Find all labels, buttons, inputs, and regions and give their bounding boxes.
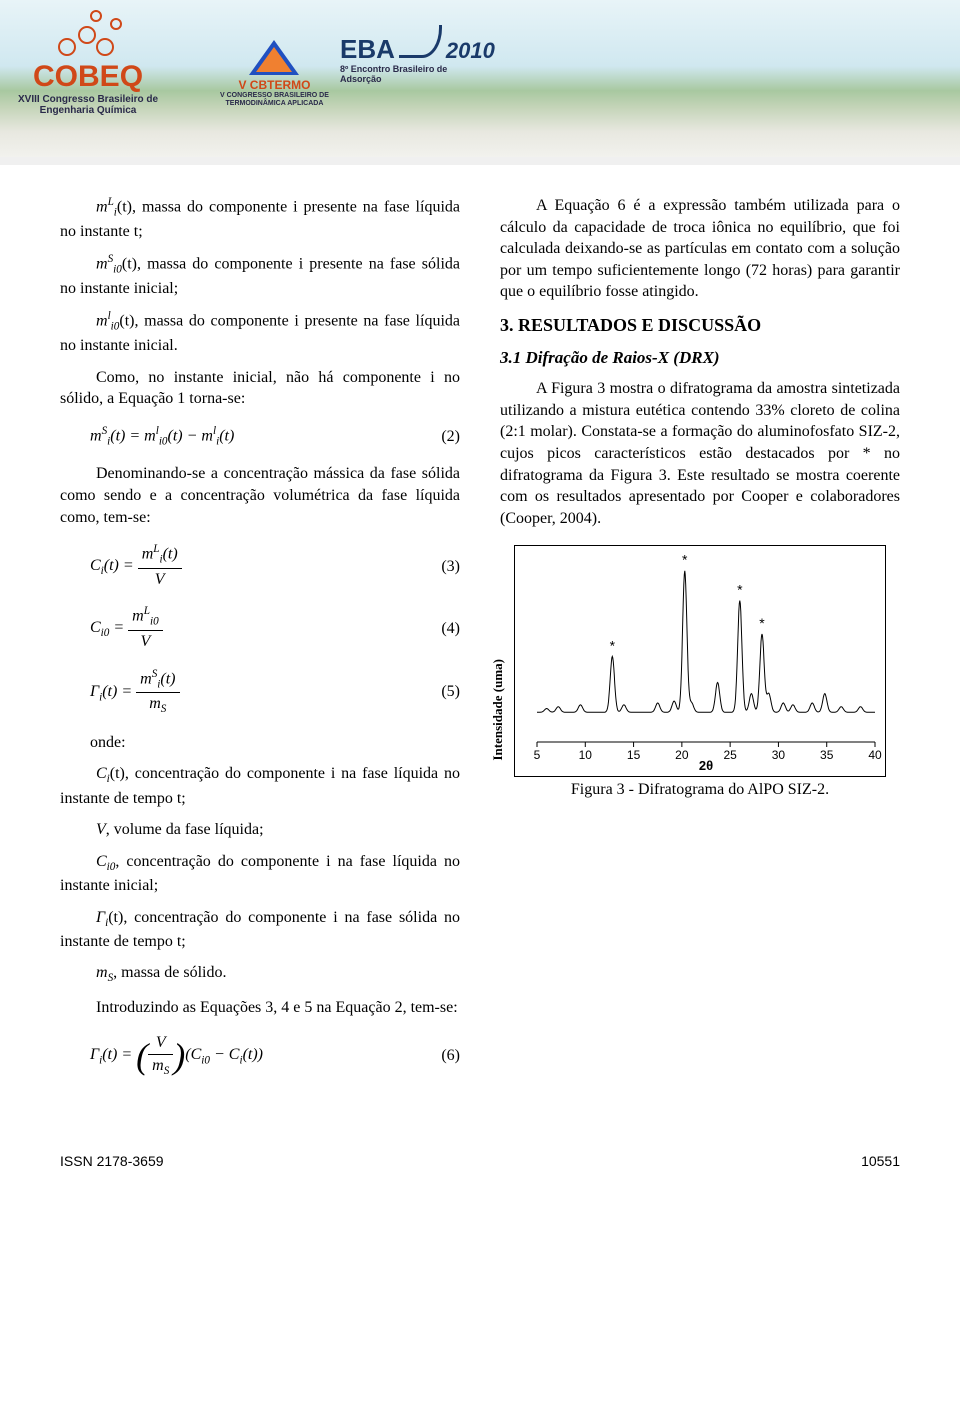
page-footer: ISSN 2178-3659 10551	[0, 1113, 960, 1189]
svg-text:25: 25	[723, 748, 737, 762]
def-Gamma: Γi(t), concentração do componente i na f…	[60, 907, 460, 953]
def-mS2: mS, massa de sólido.	[60, 962, 460, 986]
figure-caption: Figura 3 - Difratograma do AlPO SIZ-2.	[500, 779, 900, 801]
eba-line2: Adsorção	[340, 75, 495, 85]
eba-logo: EBA 2010 8º Encontro Brasileiro de Adsor…	[340, 25, 495, 85]
cbtermo-title: V CBTERMO	[238, 79, 310, 92]
def-mL: mLi(t), massa do componente i presente n…	[60, 195, 460, 242]
chart-ylabel: Intensidade (uma)	[489, 659, 507, 761]
left-column: mLi(t), massa do componente i presente n…	[60, 195, 460, 1093]
svg-text:20: 20	[675, 748, 689, 762]
eba-year: 2010	[446, 38, 495, 64]
svg-text:*: *	[737, 582, 743, 598]
para-drx: A Figura 3 mostra o difratograma da amos…	[500, 378, 900, 529]
equation-4: Ci0 = mLi0 V (4)	[90, 604, 460, 652]
para-denom: Denominando-se a concentração mássica da…	[60, 463, 460, 528]
equation-6: Γi(t) = ( V mS )(Ci0 − Ci(t)) (6)	[90, 1032, 460, 1079]
svg-text:35: 35	[820, 748, 834, 762]
eq-num-5: (5)	[441, 681, 460, 703]
section-heading: 3. RESULTADOS E DISCUSSÃO	[500, 313, 900, 337]
cobeq-title: COBEQ	[33, 60, 143, 94]
para-eq6-desc: A Equação 6 é a expressão também utiliza…	[500, 195, 900, 303]
chart-svg: 5 10 15 20 25 30 35 40 2θ * * * *	[515, 546, 885, 776]
page-content: mLi(t), massa do componente i presente n…	[0, 165, 960, 1113]
svg-text:40: 40	[868, 748, 882, 762]
svg-text:5: 5	[534, 748, 541, 762]
subsection-heading: 3.1 Difração de Raios-X (DRX)	[500, 347, 900, 370]
para-introd: Introduzindo as Equações 3, 4 e 5 na Equ…	[60, 997, 460, 1019]
cbtermo-line2: TERMODINÂMICA APLICADA	[226, 100, 324, 108]
cobeq-logo: COBEQ XVIII Congresso Brasileiro de Enge…	[18, 8, 158, 116]
def-Ci: Ci(t), concentração do componente i na f…	[60, 763, 460, 809]
page-number: 10551	[861, 1153, 900, 1169]
cbtermo-line1: V CONGRESSO BRASILEIRO DE	[220, 92, 329, 100]
svg-text:30: 30	[772, 748, 786, 762]
svg-text:2θ: 2θ	[699, 758, 713, 773]
eq-num-2: (2)	[441, 426, 460, 448]
def-V: V, volume da fase líquida;	[60, 819, 460, 841]
equation-3: Ci(t) = mLi(t) V (3)	[90, 542, 460, 590]
issn: ISSN 2178-3659	[60, 1153, 164, 1169]
svg-text:*: *	[610, 638, 616, 654]
svg-text:*: *	[682, 552, 688, 568]
svg-text:15: 15	[627, 748, 641, 762]
cobeq-line1: XVIII Congresso Brasileiro de	[18, 94, 158, 105]
equation-5: Γi(t) = mSi(t) mS (5)	[90, 667, 460, 718]
curve-icon	[399, 25, 442, 58]
def-mS: mSi0(t), massa do componente i presente …	[60, 252, 460, 299]
def-ml: mli0(t), massa do componente i presente …	[60, 309, 460, 356]
svg-text:*: *	[759, 615, 765, 631]
eba-title: EBA	[340, 34, 395, 65]
para-como: Como, no instante inicial, não há compon…	[60, 367, 460, 410]
diffractogram-figure: Intensidade (uma) 5101520253035402θ**** …	[500, 545, 900, 773]
onde: onde:	[90, 732, 460, 754]
right-column: A Equação 6 é a expressão também utiliza…	[500, 195, 900, 1093]
cbtermo-logo: V CBTERMO V CONGRESSO BRASILEIRO DE TERM…	[220, 35, 329, 108]
eq-num-4: (4)	[441, 618, 460, 640]
svg-text:10: 10	[579, 748, 593, 762]
triangle-icon	[246, 35, 302, 75]
cobeq-line2: Engenharia Química	[40, 105, 137, 116]
diffractogram-chart: 5 10 15 20 25 30 35 40 2θ * * * *	[514, 545, 886, 777]
def-Ci0: Ci0, concentração do componente i na fas…	[60, 851, 460, 897]
conference-banner: COBEQ XVIII Congresso Brasileiro de Enge…	[0, 0, 960, 165]
eq-num-3: (3)	[441, 556, 460, 578]
eq-num-6: (6)	[441, 1045, 460, 1067]
equation-2: mSi(t) = mli0(t) − mli(t) (2)	[90, 424, 460, 450]
molecule-icon	[48, 8, 128, 58]
